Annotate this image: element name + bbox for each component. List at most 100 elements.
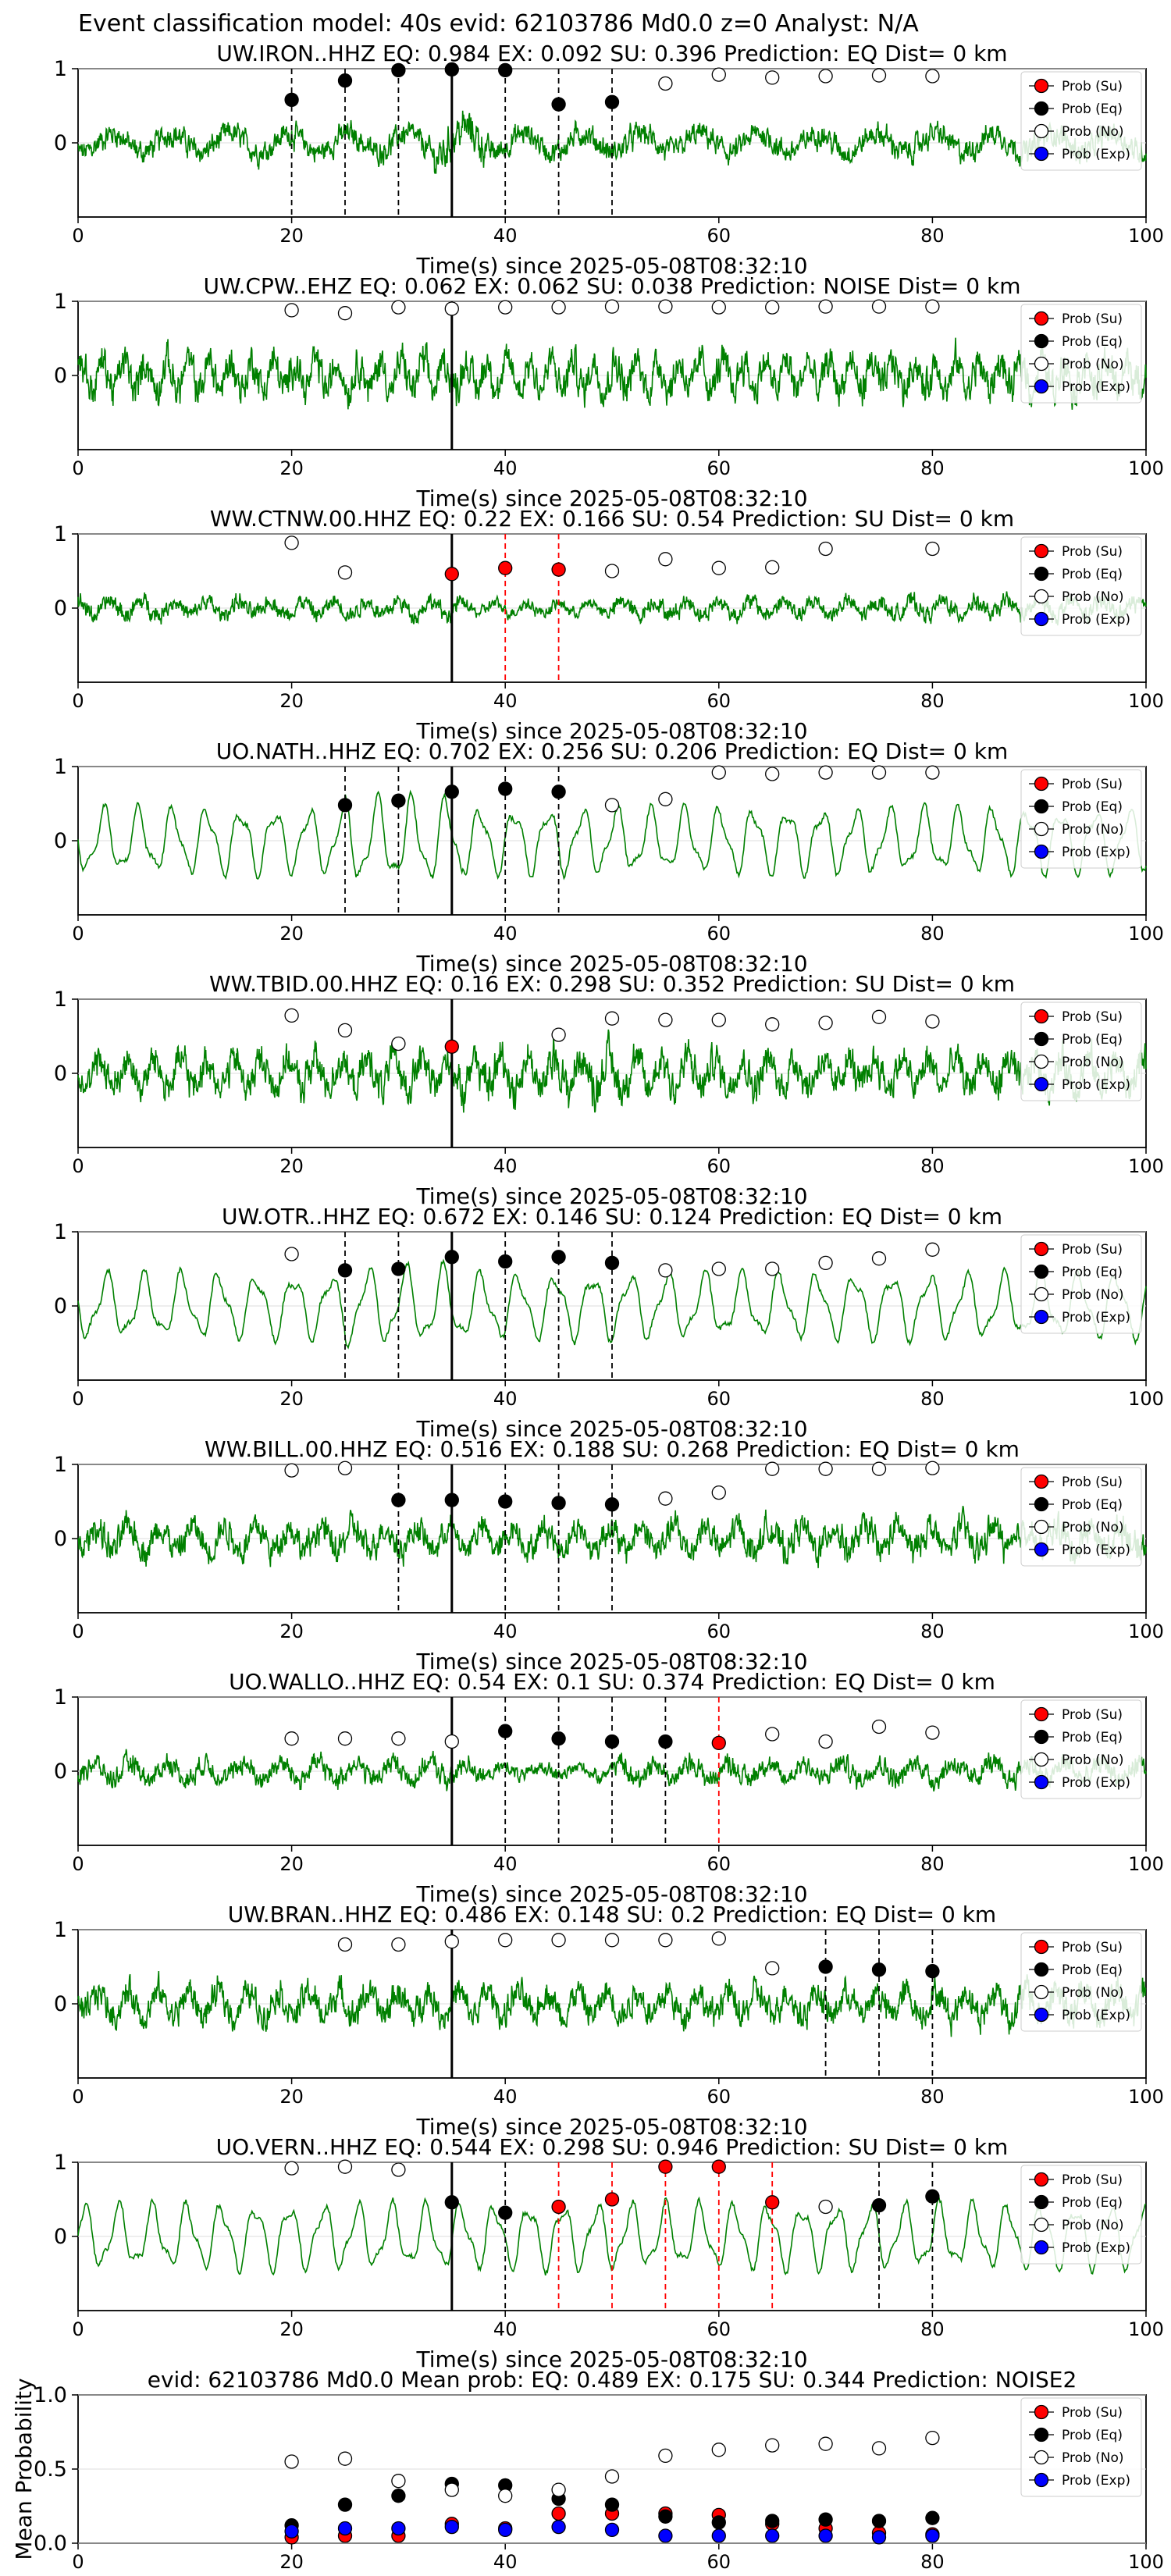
x-tick-label: 20 bbox=[279, 690, 304, 712]
legend-label: Prob (Su) bbox=[1062, 544, 1123, 560]
legend-label: Prob (Exp) bbox=[1062, 1542, 1130, 1558]
legend-label: Prob (Su) bbox=[1062, 311, 1123, 327]
prob-marker-eq bbox=[444, 1250, 459, 1265]
legend-marker-eq bbox=[1034, 2194, 1049, 2210]
x-tick-label: 0 bbox=[72, 1388, 84, 1410]
legend-marker-exp bbox=[1034, 379, 1049, 394]
x-tick-label: 0 bbox=[72, 923, 84, 945]
y-tick-label: 1 bbox=[54, 57, 67, 81]
x-tick-label: 80 bbox=[920, 1621, 945, 1642]
x-tick-label: 40 bbox=[493, 2086, 518, 2108]
waveform-trace bbox=[77, 1029, 1147, 1113]
legend-label: Prob (No) bbox=[1062, 357, 1124, 372]
mean-marker-eq bbox=[658, 2509, 673, 2524]
legend-marker-exp bbox=[1034, 2240, 1049, 2255]
prob-marker-no bbox=[711, 560, 726, 575]
y-tick-label: 0 bbox=[54, 1992, 67, 2016]
x-tick-label: 80 bbox=[920, 225, 945, 247]
x-tick-label: 100 bbox=[1128, 1853, 1164, 1875]
x-tick-label: 60 bbox=[707, 1853, 731, 1875]
x-tick-label: 100 bbox=[1128, 457, 1164, 479]
legend-marker-exp bbox=[1034, 611, 1049, 627]
legend-marker-exp bbox=[1034, 1542, 1049, 1557]
x-tick-label: 40 bbox=[493, 2318, 518, 2340]
prob-marker-no bbox=[818, 1734, 833, 1749]
mean-marker-no bbox=[604, 2469, 620, 2484]
x-tick-label: 40 bbox=[493, 923, 518, 945]
prob-marker-no bbox=[871, 1719, 887, 1735]
mean-marker-no bbox=[711, 2443, 726, 2457]
x-tick-label: 20 bbox=[279, 923, 304, 945]
legend-marker-eq bbox=[1034, 1031, 1049, 1047]
prob-marker-eq bbox=[551, 785, 566, 799]
prob-marker-eq bbox=[498, 1724, 513, 1738]
panel-title: UO.NATH..HHZ EQ: 0.702 EX: 0.256 SU: 0.2… bbox=[216, 738, 1008, 764]
x-tick-label: 100 bbox=[1128, 2551, 1164, 2573]
mean-marker-exp bbox=[391, 2521, 406, 2536]
legend-label: Prob (No) bbox=[1062, 1055, 1124, 1070]
legend-label: Prob (Su) bbox=[1062, 1707, 1123, 1723]
y-tick-label: 0 bbox=[54, 1527, 67, 1551]
prob-marker-eq bbox=[604, 94, 620, 109]
prob-marker-no bbox=[818, 541, 833, 557]
mean-marker-no bbox=[925, 2430, 940, 2446]
prob-marker-no bbox=[337, 1731, 353, 1746]
y-tick-label: 0 bbox=[54, 1294, 67, 1318]
x-tick-label: 0 bbox=[72, 457, 84, 479]
legend-label: Prob (Eq) bbox=[1062, 799, 1123, 815]
prob-marker-no bbox=[658, 299, 673, 314]
legend-label: Prob (Su) bbox=[1062, 2172, 1123, 2188]
prob-marker-eq bbox=[551, 1731, 566, 1746]
prob-marker-eq bbox=[444, 62, 459, 77]
mean-marker-eq bbox=[925, 2510, 940, 2525]
y-tick-label: 0.5 bbox=[34, 2457, 67, 2482]
prob-marker-no bbox=[284, 2161, 299, 2176]
mean-marker-exp bbox=[871, 2530, 887, 2545]
legend-label: Prob (Su) bbox=[1062, 1242, 1123, 1258]
legend-marker-eq bbox=[1034, 101, 1049, 116]
x-tick-label: 0 bbox=[72, 1853, 84, 1875]
legend-label: Prob (Eq) bbox=[1062, 1497, 1123, 1513]
prob-marker-no bbox=[391, 1036, 406, 1051]
prob-marker-no bbox=[925, 1014, 940, 1029]
prob-marker-no bbox=[711, 300, 726, 315]
prob-marker-eq bbox=[498, 1494, 513, 1509]
panel-9: 0 20 40 60 80 100 0 1 UW.BRAN..HHZ EQ: 0.486 EX:… bbox=[54, 1902, 1164, 2140]
x-tick-label: 60 bbox=[707, 2086, 731, 2108]
panel-title: WW.TBID.00.HHZ EQ: 0.16 EX: 0.298 SU: 0.… bbox=[209, 971, 1015, 997]
legend-marker-su bbox=[1034, 2172, 1049, 2187]
x-tick-label: 80 bbox=[920, 457, 945, 479]
legend-box bbox=[1020, 2165, 1142, 2265]
x-tick-label: 60 bbox=[707, 1621, 731, 1642]
x-tick-label: 20 bbox=[279, 225, 304, 247]
panel-4: 0 20 40 60 80 100 0 1 UO.NATH..HHZ EQ: 0.702 EX:… bbox=[54, 738, 1164, 977]
legend-label: Prob (Su) bbox=[1062, 1940, 1123, 1955]
prob-marker-su bbox=[658, 2159, 673, 2174]
mean-marker-exp bbox=[337, 2521, 353, 2536]
panel-10: 0 20 40 60 80 100 0 1 UO.VERN..HHZ EQ: 0.544 EX:… bbox=[54, 2134, 1164, 2372]
x-tick-label: 80 bbox=[920, 1155, 945, 1177]
prob-marker-no bbox=[711, 1012, 726, 1027]
prob-marker-su bbox=[498, 560, 513, 575]
x-tick-label: 60 bbox=[707, 1155, 731, 1177]
prob-marker-no bbox=[765, 560, 780, 575]
legend-box bbox=[1020, 1699, 1142, 1799]
prob-marker-su bbox=[444, 567, 459, 582]
prob-marker-no bbox=[604, 798, 620, 813]
prob-marker-eq bbox=[444, 1493, 459, 1507]
prob-marker-eq bbox=[925, 2189, 940, 2204]
prob-marker-no bbox=[871, 1009, 887, 1024]
prob-marker-no bbox=[765, 1461, 780, 1476]
x-tick-label: 0 bbox=[72, 225, 84, 247]
legend-label: Prob (Su) bbox=[1062, 1009, 1123, 1025]
mean-marker-eq bbox=[818, 2512, 833, 2527]
legend-label: Prob (Su) bbox=[1062, 1475, 1123, 1490]
legend-label: Prob (No) bbox=[1062, 2218, 1124, 2233]
prob-marker-no bbox=[765, 1727, 780, 1742]
prob-marker-eq bbox=[391, 62, 406, 78]
prob-marker-no bbox=[337, 2159, 353, 2174]
legend-marker-no bbox=[1034, 1519, 1049, 1535]
legend-marker-su bbox=[1034, 1939, 1049, 1955]
legend-label: Prob (No) bbox=[1062, 589, 1124, 605]
